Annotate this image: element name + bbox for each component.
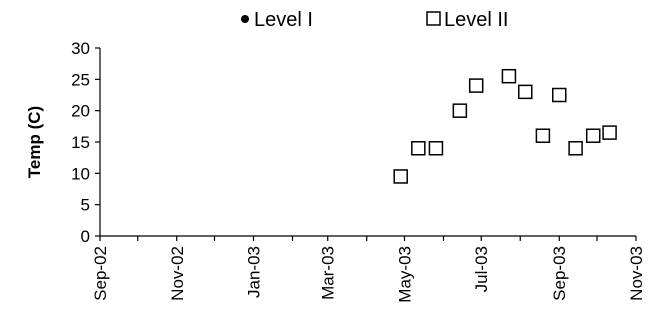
x-tick-label: May-03 (395, 246, 414, 303)
data-point (393, 169, 408, 184)
data-point (602, 125, 617, 140)
x-tick-label: Sep-02 (91, 246, 110, 301)
data-point (452, 103, 468, 118)
x-tick-label: Jul-03 (472, 246, 491, 292)
y-tick-label: 0 (81, 227, 90, 246)
x-axis: Sep-02 Nov-02 Jan-03 Mar-03 May-03 Jul-03 Sep-… (91, 235, 646, 303)
legend-marker-level-i (241, 15, 249, 23)
data-points (393, 68, 617, 184)
y-tick-label: 15 (71, 133, 90, 152)
x-tick-label: Nov-03 (627, 246, 646, 301)
data-point (585, 128, 601, 143)
data-point (468, 78, 484, 93)
data-point (551, 87, 567, 103)
y-tick-label: 10 (71, 164, 90, 183)
x-tick-label: Nov-02 (168, 246, 187, 301)
data-point (428, 141, 444, 156)
x-tick-label: Mar-03 (319, 246, 338, 300)
x-tick-label: Sep-03 (550, 246, 569, 301)
legend: Level I Level II (241, 9, 508, 31)
y-axis-title: Temp (C) (25, 106, 44, 178)
data-point (501, 68, 517, 84)
legend-marker-level-ii (426, 11, 441, 26)
legend-label-level-i: Level I (254, 9, 313, 31)
y-tick-label: 20 (71, 102, 90, 121)
x-tick-label: Jan-03 (245, 246, 264, 298)
data-point (411, 141, 426, 156)
data-point (518, 84, 533, 100)
y-tick-label: 30 (71, 39, 90, 58)
y-tick-label: 25 (71, 70, 90, 89)
data-point (535, 128, 551, 143)
y-tick-label: 5 (81, 196, 90, 215)
data-point (568, 141, 583, 156)
y-axis: 0 5 10 15 20 25 30 (71, 39, 101, 246)
legend-label-level-ii: Level II (444, 9, 508, 31)
